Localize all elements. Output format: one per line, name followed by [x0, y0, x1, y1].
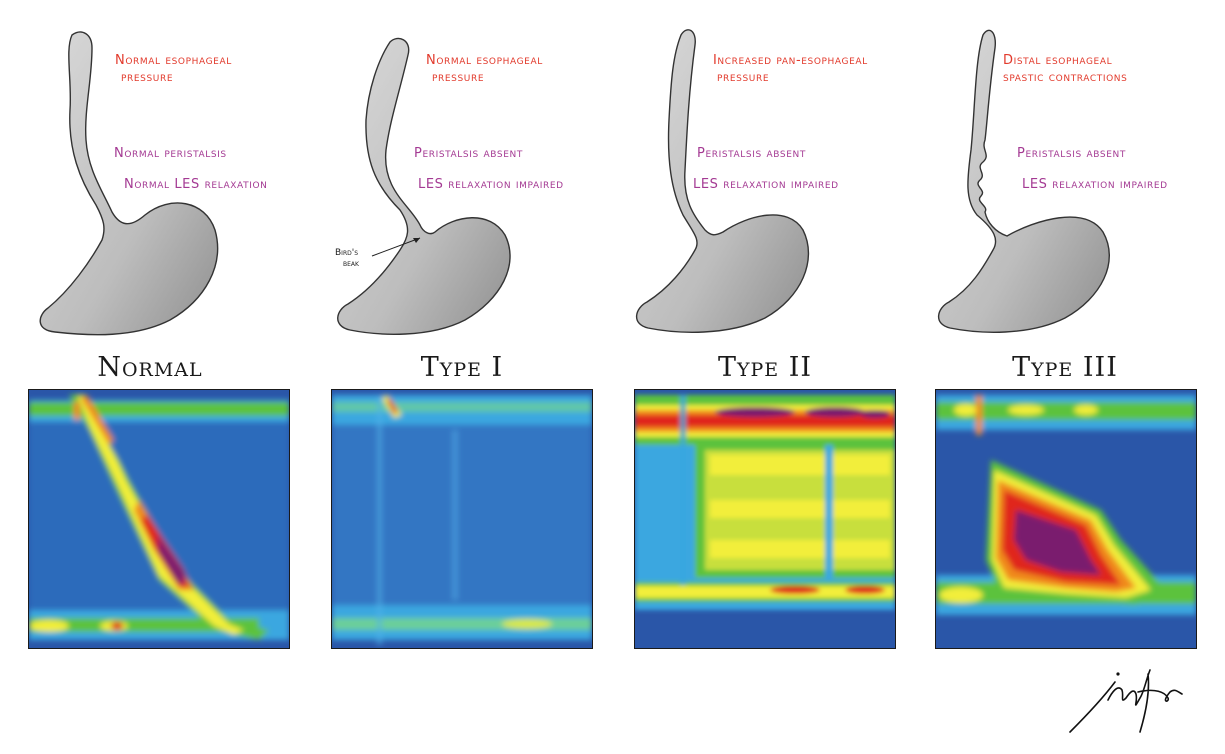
les-relaxation-label: LES relaxation impaired: [1022, 177, 1168, 192]
peristalsis-label: Peristalsis absent: [1017, 146, 1126, 161]
peristalsis-label: Peristalsis absent: [697, 146, 806, 161]
les-relaxation-label: LES relaxation impaired: [418, 177, 564, 192]
hrm-topography-plot: [331, 389, 593, 649]
hrm-topography-plot: [28, 389, 290, 649]
artist-signature: [1069, 669, 1183, 733]
panel-normal: Normal esophageal pressure Normal perista…: [20, 0, 320, 660]
esophagus-stomach-illustration: [635, 29, 810, 333]
les-relaxation-label: Normal LES relaxation: [124, 177, 268, 192]
pressure-label: Normal esophageal pressure: [426, 53, 543, 85]
panel-type-1: Normal esophageal pressure Peristalsis ab…: [320, 0, 620, 660]
peristalsis-label: Normal peristalsis: [114, 146, 227, 161]
hrm-topography-plot: [935, 389, 1197, 649]
pressure-label: Increased pan-esophageal pressure: [713, 53, 868, 85]
pressure-label: Distal esophageal spastic contractions: [1003, 53, 1128, 85]
panel-title: Type III: [1012, 352, 1118, 383]
esophagus-stomach-illustration: [39, 31, 219, 336]
esophagus-stomach-illustration: [937, 29, 1110, 333]
panel-type-3: Distal esophageal spastic contractions Pe…: [925, 0, 1225, 660]
panel-type-2: Increased pan-esophageal pressure Perista…: [623, 0, 923, 660]
hrm-topography-plot: [634, 389, 896, 649]
les-relaxation-label: LES relaxation impaired: [693, 177, 839, 192]
birds-beak-annotation: Bird's beak: [335, 248, 359, 269]
esophagus-stomach-illustration: [337, 37, 511, 335]
peristalsis-label: Peristalsis absent: [414, 146, 523, 161]
panel-title: Type I: [420, 352, 504, 383]
pressure-label: Normal esophageal pressure: [115, 53, 232, 85]
panel-title: Normal: [97, 352, 203, 383]
panel-title: Type II: [717, 352, 813, 383]
